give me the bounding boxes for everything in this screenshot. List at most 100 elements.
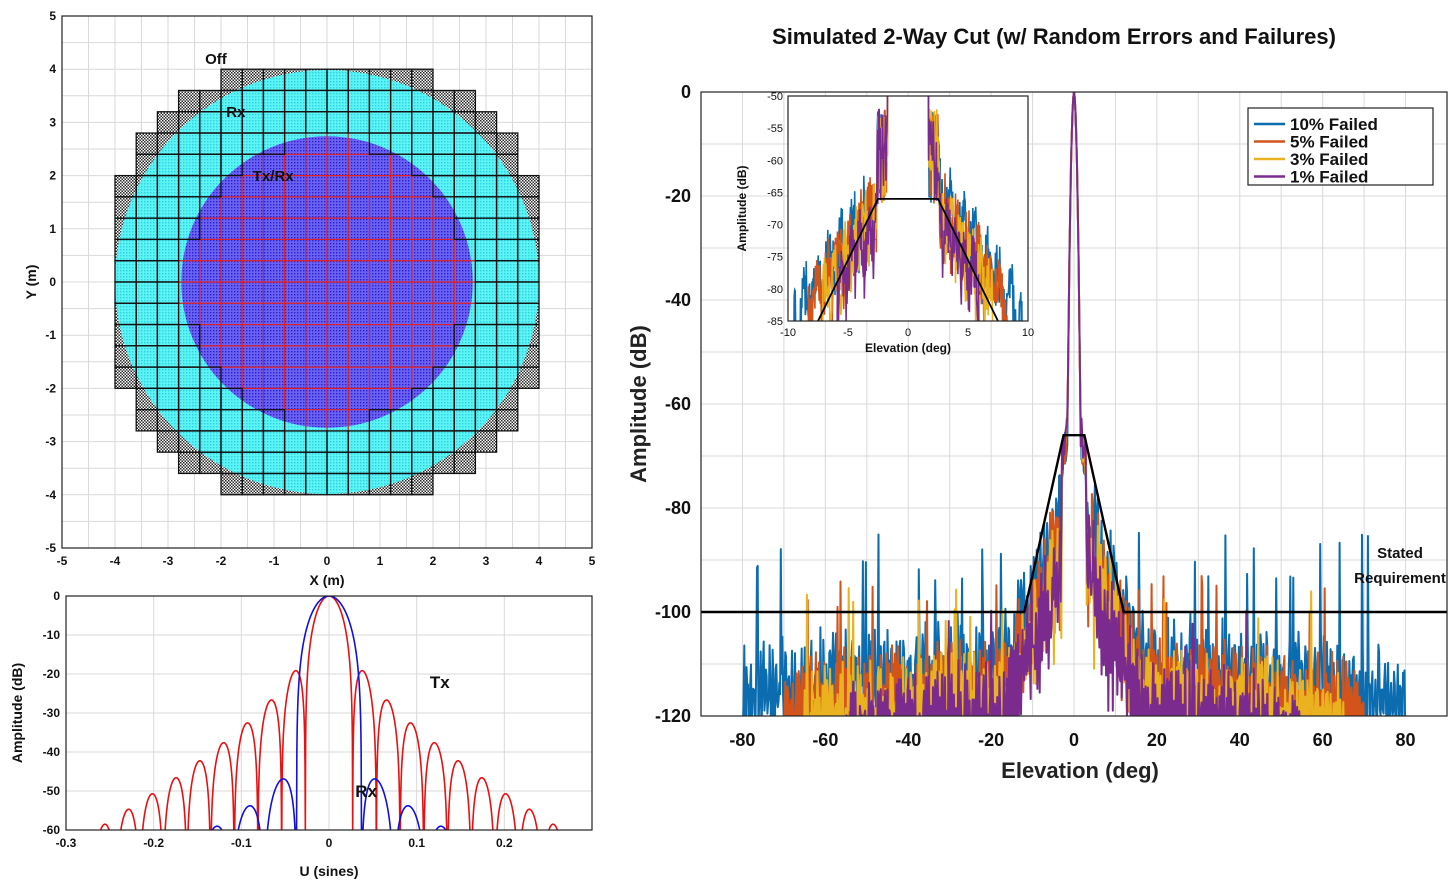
off-tile [178, 452, 200, 474]
y-tick-label: -1 [45, 328, 56, 342]
x-tick-label: 5 [965, 327, 971, 339]
off-tile [475, 430, 497, 453]
x-tick-label: -0.3 [56, 836, 77, 850]
x-tick-label: -20 [978, 730, 1004, 750]
y-tick-label: 0 [53, 589, 60, 603]
y-tick-label: 5 [49, 9, 56, 23]
inset-x-axis-label: Elevation (deg) [865, 341, 951, 355]
y-tick-label: -20 [43, 667, 61, 681]
x-tick-label: 60 [1313, 730, 1333, 750]
x-tick-label: 0 [324, 554, 331, 568]
array-annotations: Off Rx Tx/Rx [205, 51, 294, 185]
x-tick-label: -10 [780, 327, 796, 339]
y-tick-label: -5 [45, 541, 56, 555]
array-axes-frame [61, 15, 593, 549]
array-tick-labels: -5 -4 -3 -2 -1 0 1 2 3 4 5 -5 -4 -3 -2 -1 0 1 2 3 4 5 [45, 9, 595, 568]
two-way-y-axis-label: Amplitude (dB) [626, 325, 651, 483]
x-tick-label: 40 [1230, 730, 1250, 750]
y-tick-label: -40 [43, 745, 61, 759]
x-tick-label: 0.1 [408, 836, 425, 850]
region-label: Tx/Rx [253, 168, 295, 185]
legend-entry: 1% Failed [1290, 168, 1368, 187]
pattern-y-axis-label: Amplitude (dB) [9, 663, 25, 763]
off-tile [115, 175, 137, 197]
rx-tile [199, 174, 222, 198]
x-tick-label: -4 [110, 554, 121, 568]
x-tick-label: 0 [905, 327, 911, 339]
pattern-tick-labels: -0.3 -0.2 -0.1 0 0.1 0.2 0 -10 -20 -30 -40 -50 -60 [43, 589, 513, 850]
y-tick-label: -10 [43, 628, 61, 642]
inset-y-axis-label: Amplitude (dB) [735, 166, 749, 252]
x-tick-label: -80 [729, 730, 755, 750]
x-tick-label: 20 [1147, 730, 1167, 750]
off-tile [517, 367, 539, 389]
x-tick-label: -2 [216, 554, 227, 568]
rx-tile [517, 174, 540, 198]
x-tick-label: -60 [812, 730, 838, 750]
off-tile [517, 175, 539, 197]
y-tick-label: 1 [49, 222, 56, 236]
y-tick-label: 4 [49, 62, 56, 76]
off-tile [454, 90, 476, 112]
x-tick-label: 10 [1022, 327, 1034, 339]
inset-zoom-chart: -10 -5 0 5 10-50-55-60-65-70-75-80-85 Elevat… [735, 91, 1034, 355]
y-tick-label: -40 [665, 290, 691, 310]
y-tick-label: -60 [767, 155, 783, 167]
requirement-label: Stated Requirement [1354, 545, 1446, 587]
x-tick-label: 0 [1069, 730, 1079, 750]
y-tick-label: -50 [767, 91, 783, 103]
x-tick-label: -1 [269, 554, 280, 568]
x-tick-label: -0.2 [143, 836, 164, 850]
legend-entry: 10% Failed [1290, 115, 1378, 134]
rx-tile [262, 409, 286, 432]
legend-entry: 5% Failed [1290, 133, 1368, 152]
pattern-grid [65, 595, 593, 831]
two-way-tick-labels: -80 -60 -40 -20 0 20 40 60 800-20-40-60-80-100-1… [655, 82, 1416, 750]
x-tick-label: -40 [895, 730, 921, 750]
x-tick-label: 0 [326, 836, 333, 850]
x-tick-label: -3 [163, 554, 174, 568]
y-tick-label: 3 [49, 115, 56, 129]
off-tile [221, 473, 243, 495]
legend-box [1247, 107, 1434, 186]
y-tick-label: 0 [49, 275, 56, 289]
legend-entry: 3% Failed [1290, 150, 1368, 169]
off-tile [157, 111, 179, 133]
rx-tile [177, 323, 201, 347]
x-tick-label: -5 [57, 554, 68, 568]
array-layout-chart: -5 -4 -3 -2 -1 0 1 2 3 4 5 -5 -4 -3 -2 -1 0 1 2 3 4 5 X (m) Y… [23, 9, 596, 588]
rx-tile-grid [114, 68, 540, 496]
requirement-mask-line [701, 434, 1447, 614]
off-tile [157, 430, 179, 453]
inset-tick-labels: -10 -5 0 5 10-50-55-60-65-70-75-80-85 [767, 91, 1034, 339]
off-tile [454, 452, 476, 474]
off-tile [136, 133, 158, 155]
x-tick-label: 5 [589, 554, 596, 568]
off-tile [411, 473, 433, 495]
rx-tile [199, 366, 222, 389]
x-tick-label: -0.1 [231, 836, 252, 850]
tx-pattern-line [99, 596, 559, 830]
y-tick-label: -60 [43, 823, 61, 837]
pattern-x-axis-label: U (sines) [299, 863, 358, 879]
region-label: Off [205, 51, 228, 68]
y-tick-label: -100 [655, 602, 691, 622]
pattern-axes-frame [65, 595, 593, 831]
y-tick-label: 2 [49, 169, 56, 183]
y-tick-label: 0 [681, 82, 691, 102]
off-tile [496, 133, 518, 155]
off-tile [411, 69, 433, 91]
y-tick-label: -120 [655, 706, 691, 726]
pattern-annotations: Tx Rx [355, 673, 450, 801]
x-tick-label: 80 [1396, 730, 1416, 750]
region-label: Rx [226, 104, 246, 121]
inset-requirement-line [817, 198, 999, 322]
two-way-axes-frame [700, 91, 1448, 717]
x-tick-label: 0.2 [496, 836, 513, 850]
rx-tile [262, 132, 286, 155]
x-tick-label: 3 [483, 554, 490, 568]
series-annotation: Rx [355, 782, 377, 801]
rx-tile [220, 387, 243, 411]
y-tick-label: -30 [43, 706, 61, 720]
inset-axes-frame [787, 95, 1029, 322]
